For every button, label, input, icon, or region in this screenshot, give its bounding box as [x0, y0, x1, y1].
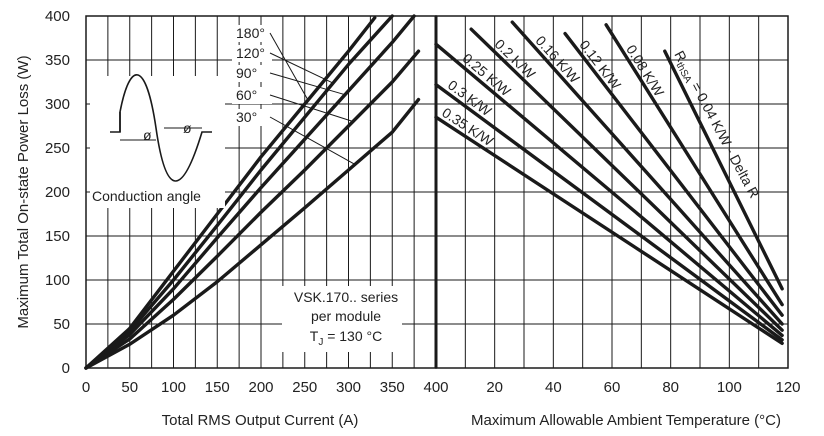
x-tick-label: 100: [161, 379, 186, 396]
left-x-axis-title: Total RMS Output Current (A): [162, 412, 359, 429]
series-line: [84, 14, 416, 370]
angle-label: 180°: [236, 25, 265, 41]
series-line: [84, 97, 421, 370]
angle-label: 90°: [236, 65, 257, 81]
angle-leader-line: [269, 32, 309, 101]
annotation-background: [282, 286, 402, 352]
phi-label-2: ø: [183, 120, 192, 136]
angle-leader-line: [269, 72, 346, 96]
x-tick-label: 0: [82, 379, 90, 396]
resistance-label: 0.08 K/W: [623, 42, 668, 100]
series-line: [563, 31, 784, 317]
y-tick-label: 300: [45, 96, 70, 113]
y-axis-title: Maximum Total On-state Power Loss (W): [15, 55, 32, 328]
angle-leader-line: [269, 52, 334, 84]
angle-label-background: [232, 25, 272, 42]
conduction-angle-label: Conduction angle: [92, 188, 201, 204]
series-annotation: VSK.170.. series per module TJ = 130 °C: [282, 286, 402, 352]
series-line: [663, 49, 784, 291]
series-line: [84, 49, 421, 370]
angle-label-background: [232, 65, 272, 82]
sine-wave-icon: [110, 74, 212, 182]
y-tick-label: 150: [45, 228, 70, 245]
angle-leader-line: [269, 94, 354, 122]
series-line: [469, 27, 784, 332]
series-line: [434, 42, 784, 338]
x-tick-label: 80: [662, 379, 679, 396]
x-tick-label: 150: [205, 379, 230, 396]
plot-frame: [85, 15, 789, 369]
series-line: [84, 16, 377, 370]
rth-suffix: = 0.04 K/W - Delta R: [686, 76, 762, 201]
module-label: per module: [311, 308, 381, 324]
angle-label-background: [232, 45, 272, 62]
angle-label-background: [232, 87, 272, 104]
right-x-axis-title: Maximum Allowable Ambient Temperature (°…: [471, 412, 781, 429]
x-tick-label: 20: [486, 379, 503, 396]
series-lines: [84, 14, 784, 370]
x-tick-label: 40: [545, 379, 562, 396]
x-tick-label: 60: [604, 379, 621, 396]
x-tick-label: 120: [775, 379, 800, 396]
tj-subscript: J: [318, 337, 323, 348]
tj-label: TJ = 130 °C: [310, 328, 382, 348]
x-tick-label: 100: [717, 379, 742, 396]
tj-value: = 130 °C: [323, 328, 382, 344]
x-tick-label: 250: [292, 379, 317, 396]
angle-label-background: [232, 109, 272, 126]
x-tick-label: 300: [336, 379, 361, 396]
series-line: [434, 82, 784, 342]
series-name-label: VSK.170.. series: [294, 289, 398, 305]
x-tick-label: 50: [121, 379, 138, 396]
y-tick-label: 200: [45, 184, 70, 201]
x-tick-label: 200: [248, 379, 273, 396]
angle-label: 60°: [236, 87, 257, 103]
y-tick-label: 250: [45, 140, 70, 157]
y-tick-label: 0: [62, 360, 70, 377]
angle-leader-line: [269, 116, 356, 165]
conduction-angle-inset: ø ø Conduction angle: [90, 74, 225, 208]
y-tick-label: 350: [45, 52, 70, 69]
series-line: [434, 115, 784, 346]
series-line: [84, 14, 394, 370]
y-tick-label: 400: [45, 8, 70, 25]
series-line: [510, 20, 784, 326]
angle-label: 120°: [236, 45, 265, 61]
x-tick-label: 400: [423, 379, 448, 396]
series-line: [604, 23, 784, 307]
rth-label: RthSA = 0.04 K/W - Delta R: [669, 48, 763, 202]
angle-label: 30°: [236, 109, 257, 125]
y-tick-label: 50: [53, 316, 70, 333]
angle-labels: 180° 120° 90° 60° 30°: [232, 25, 356, 165]
phi-label-1: ø: [143, 127, 152, 143]
tick-labels: 0 50 100 150 200 250 300 350 400 0 50 100 150 200 250 3…: [45, 8, 801, 396]
y-tick-label: 100: [45, 272, 70, 289]
tj-letter: T: [310, 328, 319, 344]
x-tick-label: 350: [380, 379, 405, 396]
